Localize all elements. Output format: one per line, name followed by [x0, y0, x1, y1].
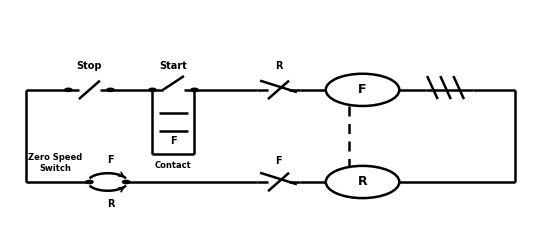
Circle shape: [149, 88, 156, 91]
Circle shape: [86, 180, 93, 184]
Text: F: F: [275, 156, 282, 166]
Text: R: R: [275, 61, 282, 71]
Circle shape: [191, 88, 198, 91]
Text: F: F: [170, 136, 177, 146]
Circle shape: [65, 88, 72, 91]
Text: R: R: [107, 199, 114, 209]
Circle shape: [326, 74, 399, 106]
Text: Stop: Stop: [77, 61, 102, 71]
Text: Zero Speed
Switch: Zero Speed Switch: [28, 153, 83, 173]
Circle shape: [107, 88, 114, 91]
Text: F: F: [358, 83, 367, 96]
Circle shape: [326, 166, 399, 198]
Circle shape: [123, 180, 130, 184]
Text: Start: Start: [160, 61, 187, 71]
Text: Contact: Contact: [155, 161, 192, 170]
Text: R: R: [358, 176, 367, 188]
Text: F: F: [107, 155, 114, 165]
